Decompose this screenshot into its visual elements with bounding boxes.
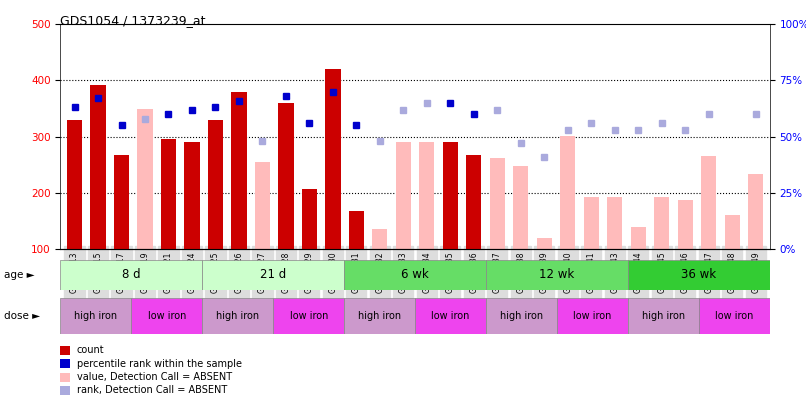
- Bar: [137, 109, 152, 249]
- Text: low iron: low iron: [715, 311, 754, 321]
- Text: high iron: high iron: [642, 311, 685, 321]
- Bar: [372, 229, 388, 249]
- Bar: [607, 197, 622, 249]
- Bar: [344, 260, 486, 290]
- Bar: [486, 298, 557, 334]
- Text: high iron: high iron: [216, 311, 260, 321]
- Bar: [202, 260, 344, 290]
- Bar: [701, 156, 717, 249]
- Text: high iron: high iron: [358, 311, 401, 321]
- Bar: [537, 238, 552, 249]
- Bar: [584, 197, 599, 249]
- Text: GDS1054 / 1373239_at: GDS1054 / 1373239_at: [60, 14, 206, 27]
- Bar: [344, 298, 415, 334]
- Bar: [419, 142, 434, 249]
- Text: 21 d: 21 d: [260, 269, 286, 281]
- Text: low iron: low iron: [431, 311, 470, 321]
- Bar: [161, 139, 177, 249]
- Bar: [560, 136, 575, 249]
- Bar: [415, 298, 486, 334]
- Bar: [513, 166, 529, 249]
- Bar: [466, 155, 481, 249]
- Bar: [490, 158, 505, 249]
- Text: 12 wk: 12 wk: [539, 269, 575, 281]
- Bar: [630, 227, 646, 249]
- Text: dose ►: dose ►: [4, 311, 40, 321]
- Bar: [486, 260, 628, 290]
- Bar: [725, 215, 740, 249]
- Bar: [208, 120, 223, 249]
- Text: 8 d: 8 d: [122, 269, 141, 281]
- Text: 6 wk: 6 wk: [401, 269, 429, 281]
- Bar: [231, 92, 247, 249]
- Text: value, Detection Call = ABSENT: value, Detection Call = ABSENT: [77, 372, 231, 382]
- Bar: [678, 200, 693, 249]
- Bar: [699, 298, 770, 334]
- Text: rank, Detection Call = ABSENT: rank, Detection Call = ABSENT: [77, 386, 226, 395]
- Bar: [185, 142, 200, 249]
- Bar: [278, 103, 293, 249]
- Bar: [326, 69, 340, 249]
- Bar: [114, 155, 129, 249]
- Text: age ►: age ►: [4, 270, 35, 280]
- Bar: [60, 298, 131, 334]
- Bar: [202, 298, 273, 334]
- Bar: [60, 260, 202, 290]
- Text: high iron: high iron: [74, 311, 118, 321]
- Bar: [255, 162, 270, 249]
- Bar: [349, 211, 364, 249]
- Text: low iron: low iron: [147, 311, 186, 321]
- Bar: [67, 120, 82, 249]
- Text: high iron: high iron: [500, 311, 543, 321]
- Bar: [748, 174, 763, 249]
- Text: low iron: low iron: [289, 311, 328, 321]
- Bar: [628, 298, 699, 334]
- Bar: [273, 298, 344, 334]
- Bar: [90, 85, 106, 249]
- Text: 36 wk: 36 wk: [681, 269, 717, 281]
- Bar: [654, 197, 669, 249]
- Bar: [557, 298, 628, 334]
- Bar: [131, 298, 202, 334]
- Bar: [301, 189, 317, 249]
- Text: count: count: [77, 345, 104, 355]
- Text: percentile rank within the sample: percentile rank within the sample: [77, 359, 242, 369]
- Bar: [442, 142, 458, 249]
- Bar: [628, 260, 770, 290]
- Bar: [396, 142, 411, 249]
- Text: low iron: low iron: [573, 311, 612, 321]
